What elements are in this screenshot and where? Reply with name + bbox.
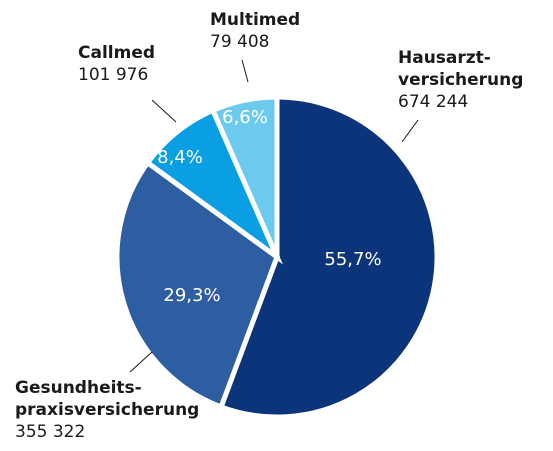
category-label: Callmed [78,43,155,63]
category-label: Hausarzt-versicherung [398,48,523,90]
pie-slice [114,159,281,411]
value-label: 101 976 [78,65,148,85]
percent-label: 6,6% [222,107,268,128]
percent-label: 8,4% [157,147,203,168]
leader-line [151,99,177,123]
leader-line [401,119,419,143]
value-label: 674 244 [398,92,468,112]
category-label: Multimed [210,10,300,30]
category-label: Gesundheits-praxisversicherung [15,378,199,420]
pie-slice [217,94,440,420]
leader-line [241,59,249,83]
leader-line [129,351,153,373]
value-label: 79 408 [210,32,269,52]
percent-label: 29,3% [163,285,220,306]
pie-slice [209,94,280,259]
percent-label: 55,7% [324,249,381,270]
value-label: 355 322 [15,422,85,442]
